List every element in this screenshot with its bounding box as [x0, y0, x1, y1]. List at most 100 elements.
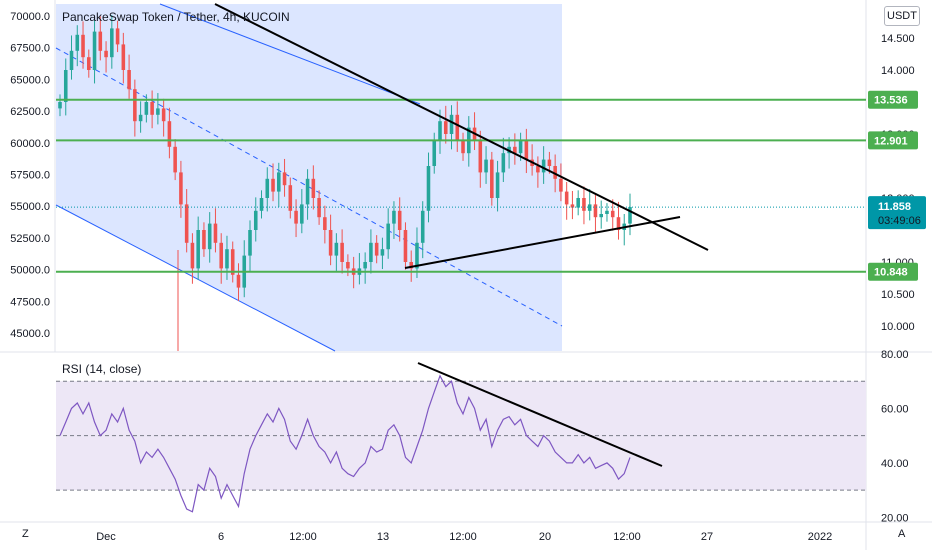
candle-body[interactable]: [478, 140, 483, 173]
candle-body[interactable]: [490, 159, 494, 198]
candle-body[interactable]: [328, 230, 333, 256]
candle-body[interactable]: [386, 223, 390, 250]
candle-body[interactable]: [271, 178, 275, 192]
candle-body[interactable]: [599, 214, 603, 218]
candle-body[interactable]: [576, 198, 580, 208]
candle-body[interactable]: [179, 172, 183, 205]
candle-body[interactable]: [207, 223, 212, 250]
candle-body[interactable]: [340, 242, 344, 262]
candle-body[interactable]: [513, 146, 517, 154]
candle-body[interactable]: [605, 210, 609, 214]
candle-body[interactable]: [311, 178, 316, 198]
candle-body[interactable]: [236, 274, 241, 288]
candle-body[interactable]: [92, 31, 97, 71]
candle-body[interactable]: [409, 262, 413, 269]
candle-body[interactable]: [104, 50, 108, 58]
candle-body[interactable]: [564, 191, 569, 205]
candle-body[interactable]: [225, 249, 229, 269]
candle-body[interactable]: [110, 28, 114, 58]
candle-body[interactable]: [582, 198, 586, 211]
candle-body[interactable]: [524, 140, 529, 160]
candle-body[interactable]: [392, 210, 396, 224]
ascending-trendline[interactable]: [404, 216, 681, 269]
candle-body[interactable]: [265, 178, 270, 198]
candle-body[interactable]: [81, 34, 85, 58]
candle-body[interactable]: [248, 230, 252, 256]
candle-body[interactable]: [420, 210, 425, 243]
candle-body[interactable]: [202, 230, 206, 250]
candle-body[interactable]: [253, 210, 258, 230]
candle-body[interactable]: [87, 57, 91, 70]
candle-body[interactable]: [323, 217, 327, 230]
candle-body[interactable]: [559, 178, 563, 192]
candle-body[interactable]: [495, 172, 500, 198]
currency-button[interactable]: USDT: [884, 6, 920, 26]
candle-body[interactable]: [501, 153, 506, 173]
candle-body[interactable]: [161, 108, 166, 122]
candle-body[interactable]: [173, 146, 177, 173]
candle-body[interactable]: [346, 262, 350, 269]
candle-body[interactable]: [334, 242, 339, 256]
candle-body[interactable]: [415, 242, 419, 269]
candle-body[interactable]: [593, 204, 598, 218]
candle-body[interactable]: [455, 114, 460, 141]
candle-body[interactable]: [317, 198, 321, 218]
candle-body[interactable]: [432, 140, 437, 166]
rsi-trendline[interactable]: [417, 362, 663, 467]
candle-body[interactable]: [449, 114, 454, 134]
candle-body[interactable]: [190, 242, 195, 269]
candle-body[interactable]: [138, 114, 143, 122]
candle-body[interactable]: [305, 178, 310, 205]
zoom-toggle-button[interactable]: Z: [22, 528, 29, 540]
candle-body[interactable]: [426, 166, 431, 211]
candle-body[interactable]: [121, 44, 126, 70]
candle-body[interactable]: [133, 89, 137, 122]
candle-body[interactable]: [553, 166, 557, 179]
candle-body[interactable]: [374, 242, 379, 256]
auto-scale-button[interactable]: A: [898, 528, 906, 540]
candle-body[interactable]: [484, 159, 488, 173]
rsi-line[interactable]: [59, 374, 631, 513]
candle-body[interactable]: [259, 198, 264, 211]
candle-body[interactable]: [438, 121, 442, 141]
candle-body[interactable]: [294, 210, 298, 224]
candle-body[interactable]: [277, 172, 281, 192]
candle-body[interactable]: [127, 70, 131, 90]
candle-body[interactable]: [536, 166, 540, 173]
candle-body[interactable]: [610, 210, 615, 218]
candle-body[interactable]: [628, 207, 632, 224]
candle-body[interactable]: [196, 230, 200, 269]
candle-body[interactable]: [547, 159, 552, 166]
candle-body[interactable]: [380, 249, 385, 256]
candle-body[interactable]: [115, 28, 120, 45]
descending-trendline[interactable]: [214, 3, 709, 251]
candle-body[interactable]: [98, 31, 103, 51]
candle-body[interactable]: [144, 102, 149, 115]
candle-body[interactable]: [541, 159, 546, 173]
candle-body[interactable]: [300, 204, 304, 224]
candle-body[interactable]: [213, 223, 218, 243]
candle-body[interactable]: [230, 249, 235, 275]
candle-body[interactable]: [58, 102, 62, 109]
candle-body[interactable]: [369, 242, 373, 262]
candle-body[interactable]: [156, 108, 160, 115]
candle-body[interactable]: [184, 204, 189, 243]
candle-body[interactable]: [288, 185, 293, 211]
candle-body[interactable]: [397, 210, 402, 230]
candle-body[interactable]: [282, 172, 287, 186]
candle-body[interactable]: [461, 140, 465, 154]
candle-body[interactable]: [518, 140, 523, 154]
candle-body[interactable]: [587, 204, 592, 211]
candle-body[interactable]: [570, 204, 575, 208]
candle-body[interactable]: [363, 262, 367, 269]
candle-body[interactable]: [616, 217, 621, 230]
candle-body[interactable]: [219, 242, 223, 269]
candle-body[interactable]: [63, 70, 68, 102]
candle-body[interactable]: [150, 102, 154, 115]
candle-body[interactable]: [443, 121, 448, 134]
candle-body[interactable]: [167, 121, 172, 147]
candle-body[interactable]: [75, 34, 80, 51]
candle-body[interactable]: [403, 230, 408, 262]
candle-body[interactable]: [69, 50, 74, 70]
